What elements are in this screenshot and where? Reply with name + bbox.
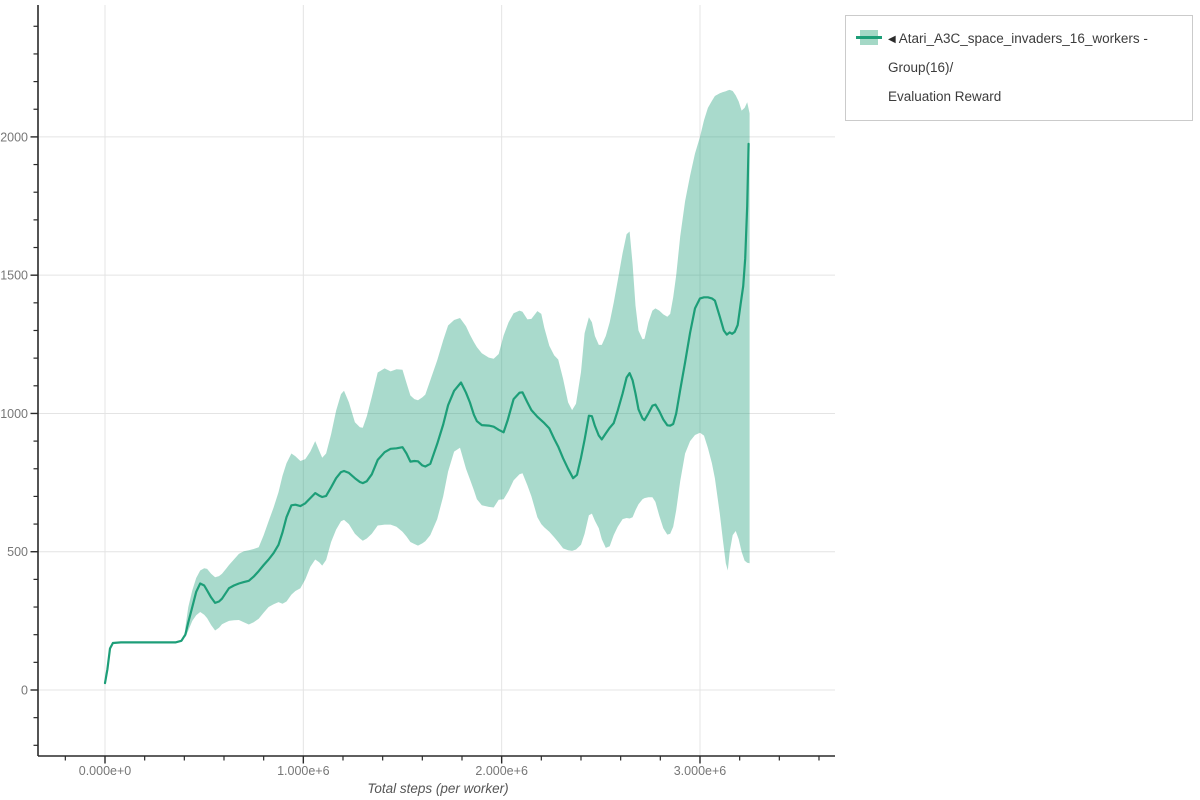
legend-line-swatch (856, 36, 882, 39)
legend-series-swatch-icon (856, 30, 882, 45)
tick-labels: 0 500 1000 1500 2000 0.000e+0 1.000e+6 2.000e+6… (0, 130, 726, 778)
x-axis-title: Total steps (per worker) (367, 781, 508, 796)
axes (37, 5, 835, 757)
tick-marks (30, 25, 820, 764)
y-tick-label: 1500 (0, 269, 28, 283)
x-tick-label: 0.000e+0 (79, 764, 132, 778)
gridlines (38, 5, 835, 756)
legend-entry-sublabel: Evaluation Reward (888, 89, 1002, 105)
y-tick-label: 1000 (0, 407, 28, 421)
x-tick-label: 2.000e+6 (475, 764, 528, 778)
reward-line (103, 142, 750, 685)
confidence-band (185, 89, 750, 638)
y-tick-label: 2000 (0, 130, 28, 144)
legend[interactable]: ◀ Atari_A3C_space_invaders_16_workers - G… (845, 15, 1193, 122)
legend-entry-text: ◀ Atari_A3C_space_invaders_16_workers - G… (888, 24, 1180, 111)
x-tick-label: 3.000e+6 (674, 764, 727, 778)
y-tick-label: 500 (7, 545, 28, 559)
legend-entry-label: Atari_A3C_space_invaders_16_workers - Gr… (888, 31, 1148, 76)
x-tick-label: 1.000e+6 (277, 764, 330, 778)
legend-entry[interactable]: ◀ Atari_A3C_space_invaders_16_workers - G… (856, 24, 1180, 111)
legend-collapse-icon[interactable]: ◀ (888, 34, 896, 45)
y-tick-label: 0 (21, 684, 28, 698)
